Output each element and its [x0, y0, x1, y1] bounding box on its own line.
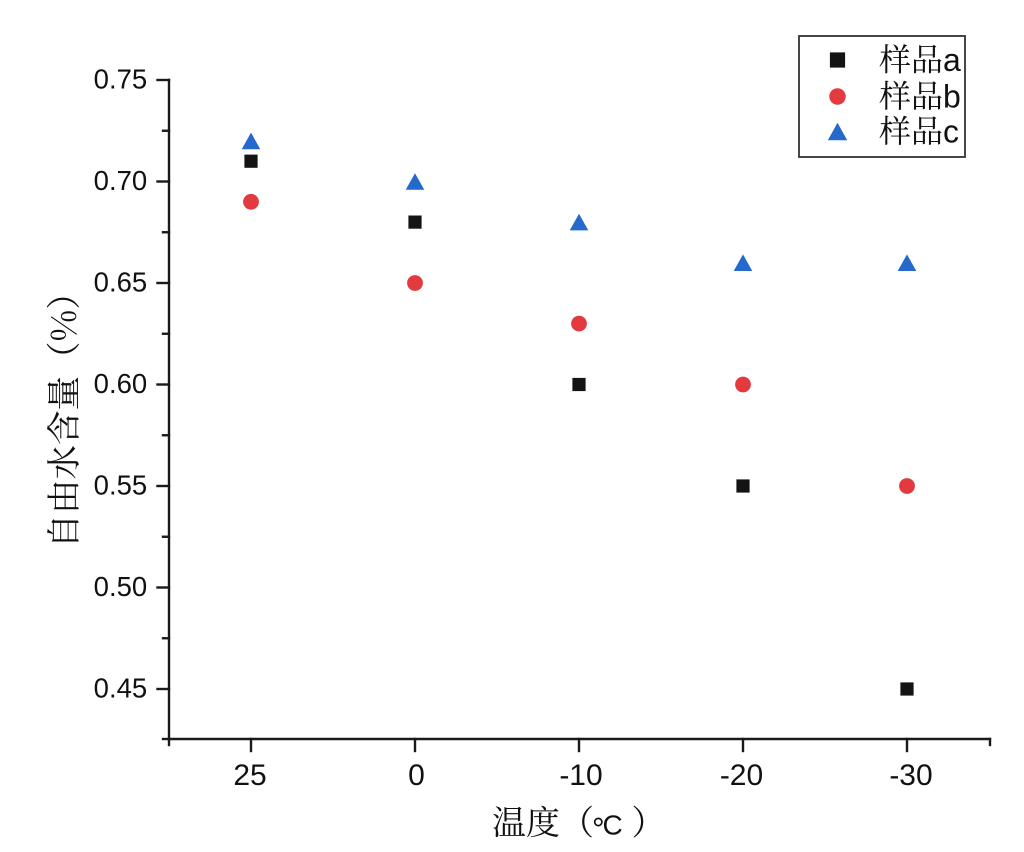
svg-text:0.70: 0.70 — [94, 165, 148, 196]
svg-text:C: C — [603, 810, 623, 841]
svg-text:0.55: 0.55 — [94, 470, 148, 501]
svg-text:-20: -20 — [720, 759, 763, 792]
svg-text:0.75: 0.75 — [94, 64, 148, 95]
svg-text:-10: -10 — [559, 759, 602, 792]
svg-text:a: a — [943, 42, 961, 78]
svg-text:0.60: 0.60 — [94, 368, 148, 399]
svg-text:-30: -30 — [889, 759, 932, 792]
svg-text:0.65: 0.65 — [94, 267, 148, 298]
svg-text:0.50: 0.50 — [94, 571, 148, 602]
svg-text:b: b — [943, 79, 961, 115]
svg-text:0: 0 — [408, 759, 425, 792]
svg-text:25: 25 — [233, 759, 266, 792]
svg-text:0.45: 0.45 — [94, 673, 148, 704]
svg-text:c: c — [943, 114, 959, 150]
